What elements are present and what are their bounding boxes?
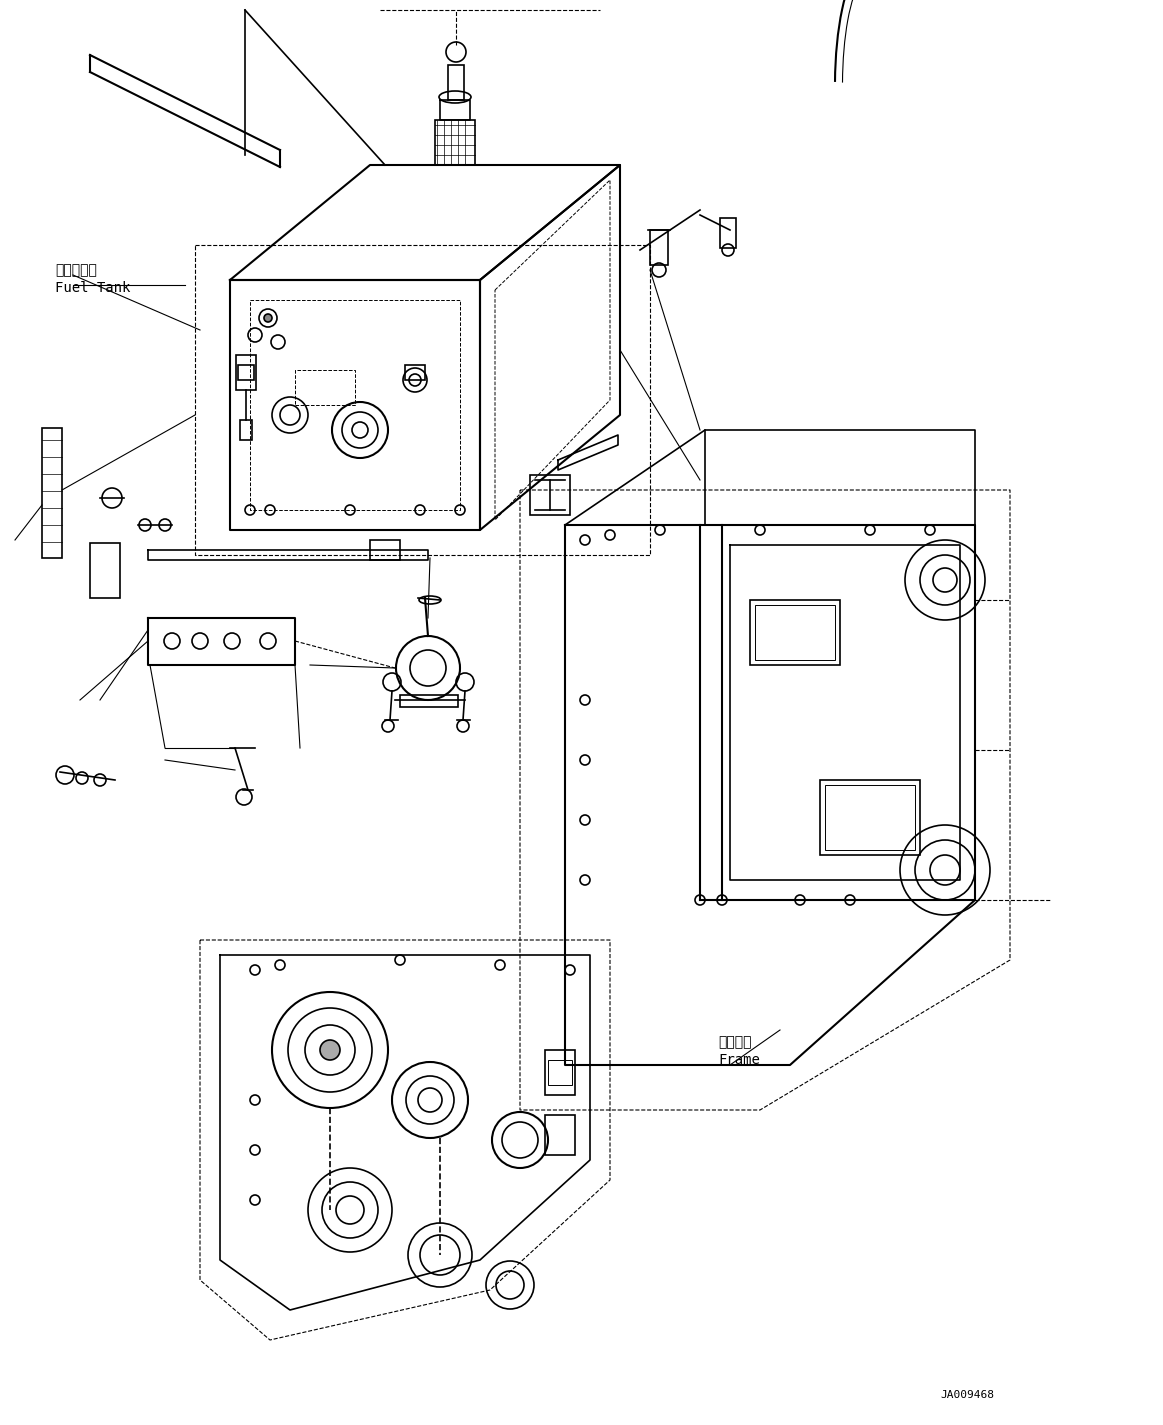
Bar (370, 540, 400, 560)
Circle shape (320, 1040, 340, 1060)
Bar (238, 365, 254, 380)
Text: JA009468: JA009468 (940, 1389, 994, 1399)
Bar (236, 355, 256, 390)
Circle shape (264, 314, 272, 322)
Text: 燃料タンク: 燃料タンク (55, 264, 97, 276)
Bar (720, 218, 736, 248)
Bar (240, 420, 252, 440)
Text: Fuel Tank: Fuel Tank (55, 281, 130, 295)
Bar (755, 606, 835, 660)
Text: フレーム: フレーム (718, 1035, 751, 1049)
Text: Frame: Frame (718, 1053, 759, 1067)
Bar (548, 1060, 572, 1084)
Bar (820, 779, 920, 855)
Bar (545, 1050, 575, 1094)
Bar (448, 66, 464, 100)
Bar (405, 365, 424, 380)
Bar (295, 370, 355, 405)
Bar (530, 475, 570, 514)
Bar (545, 1114, 575, 1156)
Bar (750, 600, 840, 665)
Bar (650, 229, 668, 265)
Bar (90, 543, 120, 598)
Bar (435, 120, 475, 165)
Bar (42, 428, 62, 559)
Bar (825, 785, 915, 849)
Bar (400, 695, 458, 707)
